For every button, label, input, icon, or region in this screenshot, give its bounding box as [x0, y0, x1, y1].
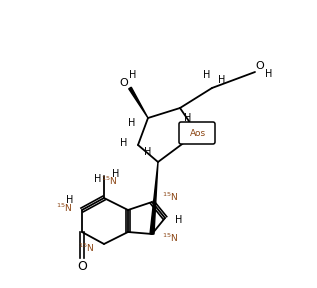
Text: Aos: Aos: [190, 128, 206, 137]
Text: $^{15}$N: $^{15}$N: [56, 202, 72, 214]
Text: $^{15}$N: $^{15}$N: [101, 175, 117, 187]
Text: $^{15}$N: $^{15}$N: [78, 242, 94, 254]
Text: H: H: [144, 147, 152, 157]
Text: O: O: [256, 61, 264, 71]
Text: H: H: [112, 169, 120, 179]
Text: H: H: [120, 138, 128, 148]
Text: H: H: [129, 70, 137, 80]
Text: H: H: [218, 75, 226, 85]
Text: H: H: [203, 70, 211, 80]
Text: O: O: [77, 261, 87, 274]
Polygon shape: [129, 87, 148, 118]
FancyBboxPatch shape: [179, 122, 215, 144]
Text: $^{15}$N: $^{15}$N: [162, 191, 178, 203]
Text: H: H: [175, 215, 183, 225]
Polygon shape: [150, 162, 158, 234]
Text: H: H: [94, 174, 102, 184]
Text: H: H: [265, 69, 273, 79]
Text: H: H: [66, 195, 74, 205]
Text: H: H: [128, 118, 136, 128]
Text: $^{15}$N: $^{15}$N: [162, 232, 178, 244]
Text: O: O: [120, 78, 128, 88]
Text: H: H: [184, 113, 192, 123]
